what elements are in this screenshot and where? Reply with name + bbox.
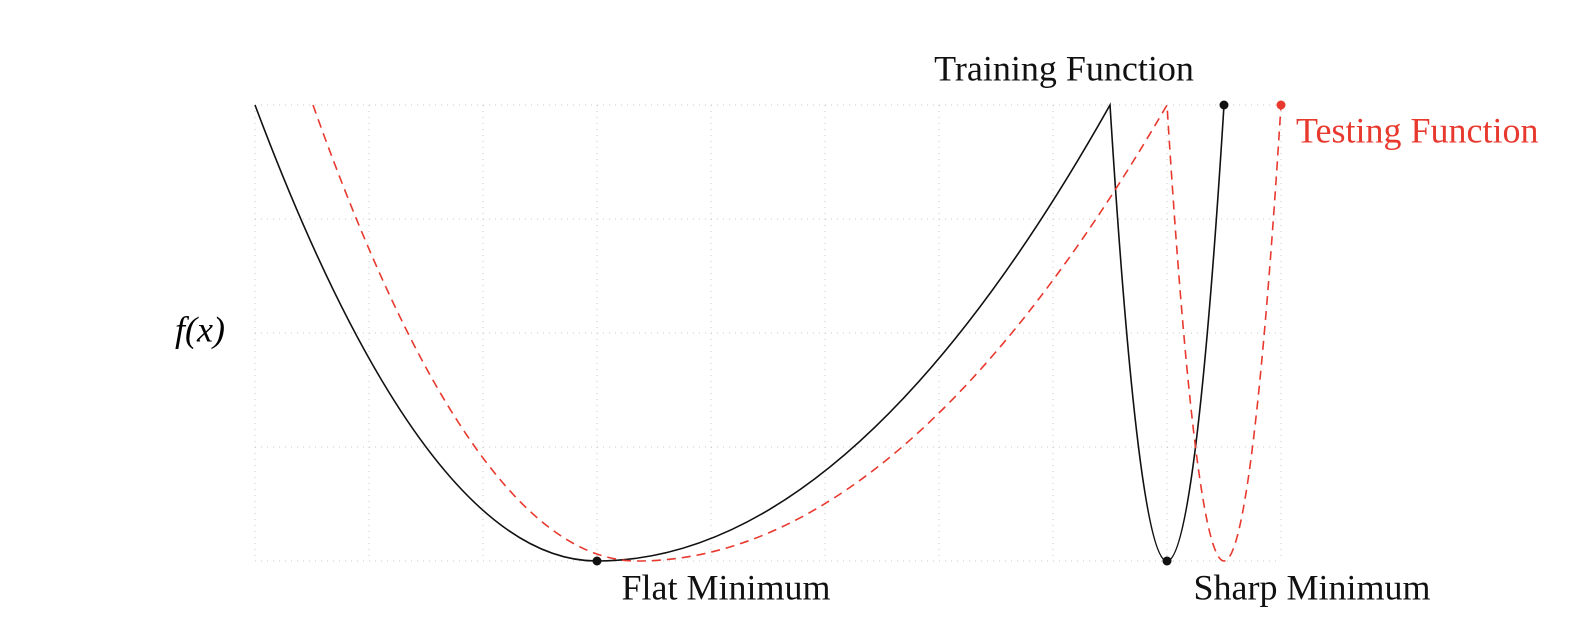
y-axis-label: f(x) bbox=[175, 309, 225, 349]
testing-curve bbox=[312, 102, 1282, 562]
training-label: Training Function bbox=[934, 48, 1194, 88]
flat-minimum-point bbox=[592, 556, 602, 566]
flat-minimum-label: Flat Minimum bbox=[621, 567, 830, 607]
sharp-minimum-point bbox=[1162, 556, 1172, 566]
sharp-minimum-label: Sharp Minimum bbox=[1193, 567, 1430, 607]
testing-label: Testing Function bbox=[1296, 110, 1538, 150]
testing-end-point bbox=[1276, 100, 1286, 110]
training-end-point bbox=[1219, 100, 1229, 110]
grid bbox=[254, 104, 1282, 562]
training-curve bbox=[254, 102, 1225, 562]
